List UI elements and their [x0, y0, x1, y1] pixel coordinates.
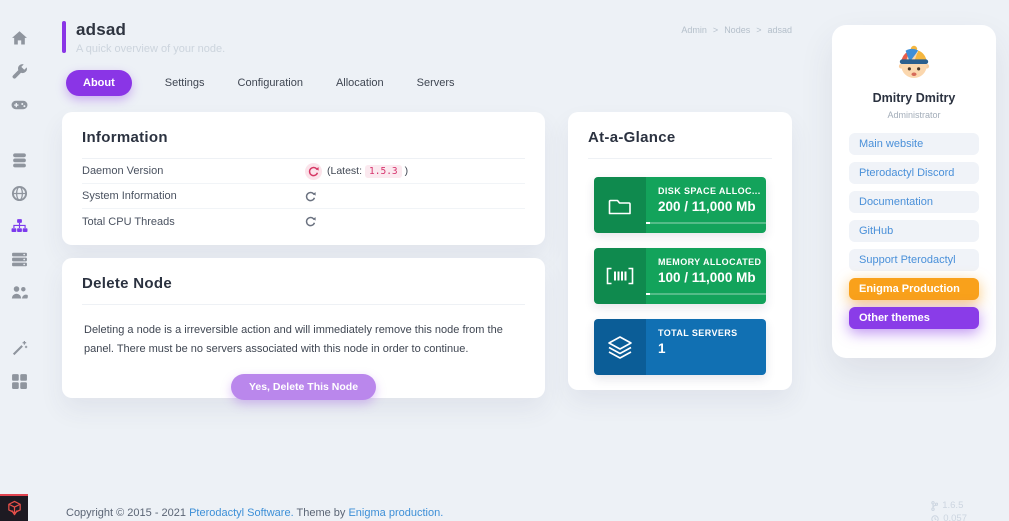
branch-icon — [931, 500, 939, 511]
table-row: Total CPU Threads — [82, 209, 525, 234]
stat-label: MEMORY ALLOCATED — [658, 257, 762, 267]
delete-node-description: Deleting a node is a irreversible action… — [84, 324, 503, 356]
usage-progress-bar — [646, 293, 766, 295]
theme-by-text: Theme by — [293, 507, 349, 519]
at-a-glance-title: At-a-Glance — [588, 129, 676, 146]
latest-version-text: (Latest: 1.5.3 ) — [327, 164, 409, 178]
server-icon[interactable] — [11, 251, 28, 268]
node-tabs: About Settings Configuration Allocation … — [66, 70, 455, 96]
globe-icon[interactable] — [11, 185, 28, 202]
breadcrumb-current: adsad — [767, 25, 792, 35]
row-label: System Information — [82, 190, 177, 202]
stat-label: DISK SPACE ALLOC... — [658, 186, 761, 196]
panel-version-info: 1.6.5 0.057 — [931, 499, 967, 521]
home-icon[interactable] — [11, 30, 28, 47]
magic-wand-icon[interactable] — [11, 340, 28, 357]
memory-stat: MEMORY ALLOCATED 100 / 11,000 Mb — [594, 248, 766, 304]
stat-value: 200 / 11,000 Mb — [658, 199, 756, 214]
loading-spinner-icon — [305, 191, 316, 202]
total-servers-stat: TOTAL SERVERS 1 — [594, 319, 766, 375]
users-icon[interactable] — [11, 284, 28, 301]
laravel-debugbar-toggle[interactable] — [0, 494, 28, 521]
load-time: 0.057 — [943, 513, 967, 521]
information-title: Information — [82, 129, 168, 146]
panel-version: 1.6.5 — [942, 500, 964, 511]
tab-allocation[interactable]: Allocation — [335, 77, 384, 89]
row-label: Daemon Version — [82, 165, 164, 177]
breadcrumb-separator: > — [712, 25, 719, 35]
link-documentation[interactable]: Documentation — [849, 191, 979, 213]
profile-name: Dmitry Dmitry — [872, 91, 956, 105]
link-github[interactable]: GitHub — [849, 220, 979, 242]
link-pterodactyl-discord[interactable]: Pterodactyl Discord — [849, 162, 979, 184]
title-accent-bar — [62, 21, 66, 53]
at-a-glance-card: At-a-Glance DISK SPACE ALLOC... 200 / 11… — [568, 112, 792, 390]
delete-node-button[interactable]: Yes, Delete This Node — [230, 373, 377, 400]
divider — [82, 158, 525, 159]
stat-value: 100 / 11,000 Mb — [658, 270, 756, 285]
table-row: System Information — [82, 184, 525, 209]
profile-card: Dmitry Dmitry Administrator Main website… — [832, 25, 996, 358]
page-header: adsad A quick overview of your node. — [62, 20, 225, 55]
information-card: Information Daemon Version (Latest: 1.5.… — [62, 112, 545, 245]
stat-value: 1 — [658, 341, 666, 356]
memory-icon — [594, 248, 646, 304]
page-title: adsad — [76, 20, 127, 39]
copyright-footer: Copyright © 2015 - 2021 Pterodactyl Soft… — [66, 507, 443, 519]
usage-progress-bar — [646, 222, 766, 224]
tab-servers[interactable]: Servers — [416, 77, 455, 89]
layers-icon — [594, 319, 646, 375]
profile-links: Main website Pterodactyl Discord Documen… — [849, 133, 979, 329]
row-label: Total CPU Threads — [82, 215, 175, 228]
breadcrumb-separator: > — [756, 25, 762, 35]
enigma-production-link[interactable]: Enigma production. — [348, 507, 444, 519]
delete-node-card: Delete Node Deleting a node is a irrever… — [62, 258, 545, 400]
tab-configuration[interactable]: Configuration — [237, 77, 303, 89]
folder-icon — [594, 177, 646, 233]
database-icon[interactable] — [11, 152, 28, 169]
breadcrumb-admin[interactable]: Admin — [681, 25, 707, 35]
page-subtitle: A quick overview of your node. — [76, 43, 226, 55]
breadcrumb: Admin > Nodes > adsad — [681, 25, 792, 35]
divider — [588, 158, 772, 159]
disk-space-stat: DISK SPACE ALLOC... 200 / 11,000 Mb — [594, 177, 766, 233]
link-main-website[interactable]: Main website — [849, 133, 979, 155]
loading-spinner-icon — [305, 216, 316, 227]
admin-sidebar — [0, 0, 38, 521]
clock-icon — [931, 514, 939, 521]
pterodactyl-software-link[interactable]: Pterodactyl Software. — [189, 507, 294, 519]
information-table: Daemon Version (Latest: 1.5.3 ) System I… — [82, 159, 525, 234]
tab-about[interactable]: About — [66, 70, 132, 96]
laravel-icon — [7, 500, 21, 516]
gamepad-icon[interactable] — [11, 96, 28, 113]
delete-node-title: Delete Node — [82, 275, 172, 292]
copyright-text: Copyright © 2015 - 2021 — [66, 507, 190, 519]
grid-icon[interactable] — [11, 373, 28, 390]
tab-settings[interactable]: Settings — [164, 77, 205, 89]
avatar — [898, 45, 930, 79]
refresh-icon — [305, 162, 322, 180]
profile-role: Administrator — [887, 110, 941, 120]
link-support-pterodactyl[interactable]: Support Pterodactyl — [849, 249, 979, 271]
table-row: Daemon Version (Latest: 1.5.3 ) — [82, 159, 525, 184]
sitemap-icon[interactable] — [11, 218, 28, 235]
link-enigma-production[interactable]: Enigma Production — [849, 278, 979, 300]
breadcrumb-nodes[interactable]: Nodes — [724, 25, 751, 35]
divider — [82, 304, 525, 305]
stat-label: TOTAL SERVERS — [658, 328, 738, 338]
version-badge: 1.5.3 — [365, 164, 402, 178]
link-other-themes[interactable]: Other themes — [849, 307, 979, 329]
wrench-icon[interactable] — [11, 63, 28, 80]
